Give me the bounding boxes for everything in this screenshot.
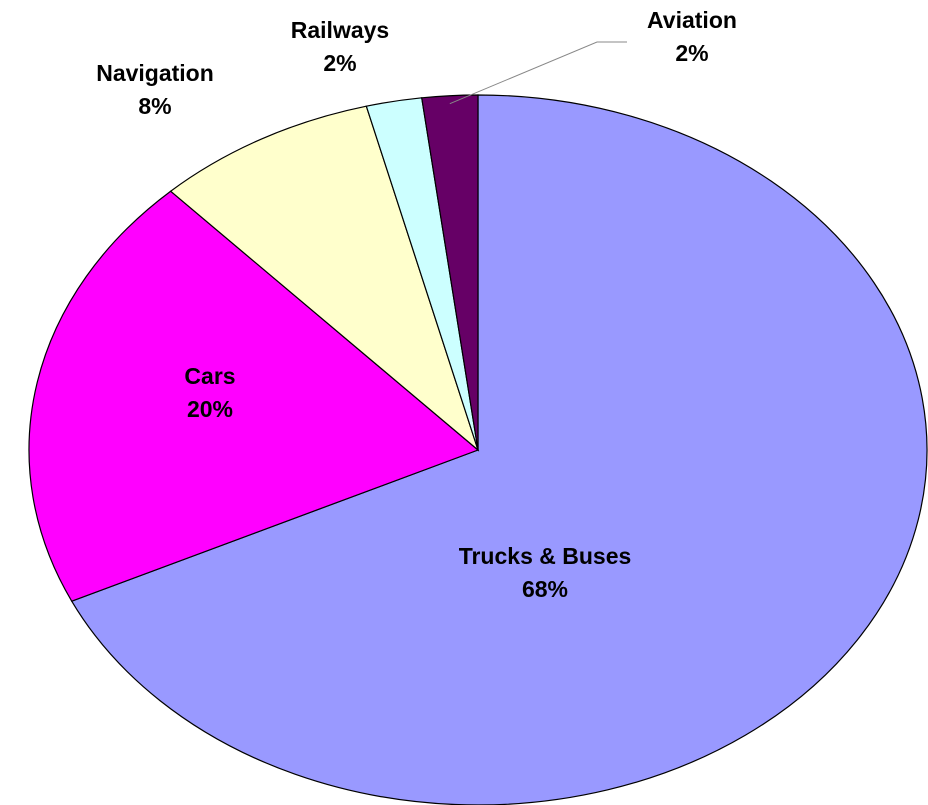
pie-slice <box>70 94 928 805</box>
pie-slice <box>28 190 480 602</box>
slice-value-label: 68% <box>522 576 568 602</box>
slice-label: Trucks & Buses <box>459 543 632 569</box>
slice-label: Navigation <box>96 60 214 86</box>
slice-value-label: 20% <box>187 396 233 422</box>
leader-line <box>449 41 627 105</box>
pie-slice <box>169 105 480 452</box>
pie-slice <box>421 94 479 451</box>
slice-label: Aviation <box>647 7 737 33</box>
slice-value-label: 2% <box>323 50 356 76</box>
slice-label: Railways <box>291 17 389 43</box>
slice-label: Cars <box>184 363 235 389</box>
slice-value-label: 2% <box>675 40 708 66</box>
slice-value-label: 8% <box>138 93 171 119</box>
